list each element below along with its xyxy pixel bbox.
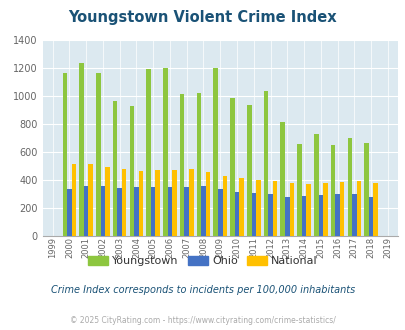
Legend: Youngstown, Ohio, National: Youngstown, Ohio, National — [83, 251, 322, 271]
Bar — [263, 91, 268, 236]
Bar — [230, 98, 234, 236]
Bar — [122, 169, 126, 236]
Bar — [113, 101, 117, 236]
Bar — [146, 69, 151, 236]
Bar — [373, 183, 377, 236]
Bar — [196, 93, 201, 236]
Bar — [318, 195, 322, 236]
Bar — [296, 144, 301, 236]
Bar — [117, 188, 121, 236]
Bar — [213, 68, 217, 236]
Bar — [246, 105, 251, 236]
Bar — [155, 170, 160, 236]
Bar — [280, 122, 284, 236]
Bar — [100, 186, 105, 236]
Text: Crime Index corresponds to incidents per 100,000 inhabitants: Crime Index corresponds to incidents per… — [51, 285, 354, 295]
Bar — [217, 189, 222, 236]
Bar — [105, 167, 109, 236]
Bar — [67, 189, 72, 236]
Bar — [167, 186, 172, 236]
Bar — [84, 186, 88, 236]
Bar — [72, 164, 76, 236]
Bar — [151, 187, 155, 236]
Bar — [305, 184, 310, 236]
Bar — [272, 181, 277, 236]
Bar — [184, 187, 189, 236]
Bar — [363, 143, 368, 236]
Bar — [201, 186, 205, 236]
Bar — [351, 194, 356, 236]
Bar — [139, 171, 143, 236]
Text: © 2025 CityRating.com - https://www.cityrating.com/crime-statistics/: © 2025 CityRating.com - https://www.city… — [70, 316, 335, 325]
Bar — [347, 138, 351, 236]
Bar — [129, 106, 134, 236]
Bar — [172, 170, 176, 236]
Bar — [356, 181, 360, 236]
Bar — [268, 194, 272, 236]
Bar — [284, 197, 289, 236]
Bar — [163, 68, 167, 236]
Bar — [368, 197, 373, 236]
Bar — [179, 94, 184, 236]
Bar — [96, 73, 100, 236]
Bar — [134, 187, 139, 236]
Bar — [222, 176, 226, 236]
Bar — [79, 63, 84, 236]
Bar — [256, 180, 260, 236]
Bar — [335, 194, 339, 236]
Bar — [205, 172, 210, 236]
Bar — [189, 169, 193, 236]
Bar — [301, 196, 305, 236]
Bar — [251, 193, 256, 236]
Text: Youngstown Violent Crime Index: Youngstown Violent Crime Index — [68, 10, 337, 25]
Bar — [313, 134, 318, 236]
Bar — [330, 145, 335, 236]
Bar — [239, 179, 243, 236]
Bar — [234, 192, 239, 236]
Bar — [339, 182, 343, 236]
Bar — [322, 183, 327, 236]
Bar — [62, 73, 67, 236]
Bar — [88, 164, 93, 236]
Bar — [289, 183, 293, 236]
